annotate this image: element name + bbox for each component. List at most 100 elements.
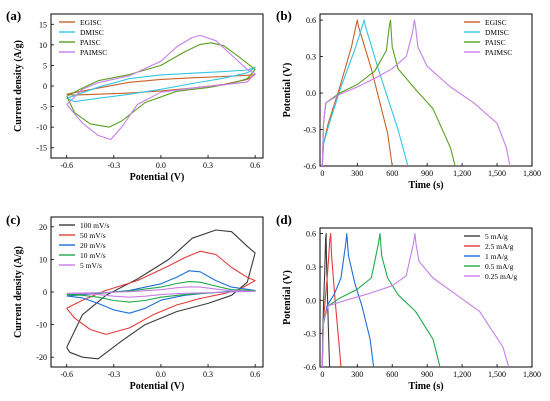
x-tick-label: 0.6 [250,370,260,379]
series-line-5-mv-s [66,286,256,298]
x-tick-label: 600 [386,370,398,379]
legend-label: EGISC [80,18,102,27]
x-tick-label: 0.0 [156,161,166,170]
x-tick-label: 0.3 [203,370,213,379]
series-group [321,233,510,367]
panel-label: (b) [276,8,292,23]
y-tick-label: -5 [40,103,47,112]
legend-label: 50 mV/s [80,231,106,240]
legend-label: 5 mV/s [80,261,102,270]
legend: 5 mA/g2.5 mA/g1 mA/g0.5 mA/g0.25 mA/g [464,232,517,281]
y-tick-label: 15 [39,20,47,29]
y-tick-label: 0.6 [306,16,316,25]
x-tick-label: 1,500 [488,370,506,379]
legend-label: 10 mV/s [80,251,106,260]
y-axis-title: Current density (A/g) [13,40,24,132]
y-tick-label: 20 [39,223,47,232]
x-tick-label: 1,800 [523,370,541,379]
x-tick-label: 0.0 [156,370,166,379]
series-group [321,19,511,166]
legend: 100 mV/s50 mV/s20 mV/s10 mV/s5 mV/s [59,221,109,270]
series-line-1-ma-g [321,233,375,367]
panel-label: (c) [6,212,20,227]
panel-label: (d) [276,212,292,227]
series-group [66,229,256,360]
series-line-100-mv-s [66,229,256,360]
x-tick-label: 1,500 [488,169,506,178]
x-axis-title: Time (s) [408,381,443,392]
x-tick-label: -0.3 [107,370,120,379]
y-tick-label: 0.3 [306,263,316,272]
legend-label: 0.25 mA/g [485,272,517,281]
series-line-2-5-ma-g [321,233,342,367]
y-tick-label: -15 [36,144,47,153]
y-tick-label: 0.3 [306,53,316,62]
y-tick-label: -20 [36,353,47,362]
legend-label: DMISC [485,28,509,37]
x-tick-label: -0.6 [60,370,73,379]
series-line-50-mv-s [66,250,256,335]
y-axis-title: Potential (V) [282,63,293,118]
x-tick-label: -0.6 [60,161,73,170]
series-line-paimsc [321,19,511,166]
x-tick-label: 1,200 [453,370,471,379]
legend-label: PAIMSC [485,48,512,57]
series-line-dmisc [66,66,256,103]
x-axis-title: Time (s) [408,180,443,191]
chart-panel-2: (b) 0 300 600 900 1,200 1,500 1,800 -0.6 -0.3 0.0 0… [276,8,541,191]
x-tick-label: 900 [421,370,433,379]
legend-label: EGISC [485,18,507,27]
y-tick-label: 10 [39,41,47,50]
x-tick-label: 0.6 [250,161,260,170]
x-tick-label: 1,800 [523,169,541,178]
legend-label: PAISC [80,38,101,47]
chart-panel-4: (d) 0 300 600 900 1,200 1,500 1,800 -0.6 -0.3 0.0 0… [276,212,541,392]
plot-frame [319,13,533,167]
y-axis-title: Potential (V) [282,270,293,325]
x-tick-label: 900 [421,169,433,178]
series-line-egisc [66,73,256,96]
x-tick-label: 0 [320,370,324,379]
y-tick-label: 0 [43,288,47,297]
x-axis-title: Potential (V) [130,172,185,183]
y-tick-label: -10 [36,123,47,132]
y-tick-label: 0.0 [306,89,316,98]
series-line-dmisc [321,19,409,166]
x-tick-label: 600 [386,169,398,178]
y-tick-label: -0.3 [303,126,316,135]
legend-label: 100 mV/s [80,221,109,230]
legend-label: 1 mA/g [485,252,508,261]
x-tick-label: 0.3 [203,161,213,170]
legend-label: 0.5 mA/g [485,262,514,271]
legend-label: 20 mV/s [80,241,106,250]
y-tick-label: -0.6 [303,162,316,171]
legend-label: 2.5 mA/g [485,242,514,251]
y-tick-label: 5 [43,61,47,70]
x-tick-label: 300 [351,169,363,178]
series-line-paimsc [66,34,256,141]
y-tick-label: 0.0 [306,296,316,305]
legend-label: PAISC [485,38,506,47]
x-axis-title: Potential (V) [130,381,185,392]
series-group [66,34,256,141]
legend-label: PAIMSC [80,48,107,57]
x-tick-label: -0.3 [107,161,120,170]
series-line-0-5-ma-g [321,233,441,367]
series-line-egisc [321,19,393,166]
chart-panel-1: (a) -0.6 -0.3 0.0 0.3 0.6 -15 -10 -5 0 5 10 15 Potent… [6,8,264,183]
x-tick-label: 0 [320,169,324,178]
chart-panel-3: (c) -0.6 -0.3 0.0 0.3 0.6 -20 -10 0 10 20 Potential… [6,212,264,392]
y-axis-title: Current density (A/g) [13,246,24,338]
legend-label: DMISC [80,28,104,37]
panel-label: (a) [6,8,21,23]
y-tick-label: -0.3 [303,330,316,339]
x-tick-label: 1,200 [453,169,471,178]
y-tick-label: 10 [39,255,47,264]
y-tick-label: -0.6 [303,363,316,372]
y-tick-label: 0.6 [306,230,316,239]
series-line-0-25-ma-g [321,233,510,367]
plot-frame [319,227,533,368]
